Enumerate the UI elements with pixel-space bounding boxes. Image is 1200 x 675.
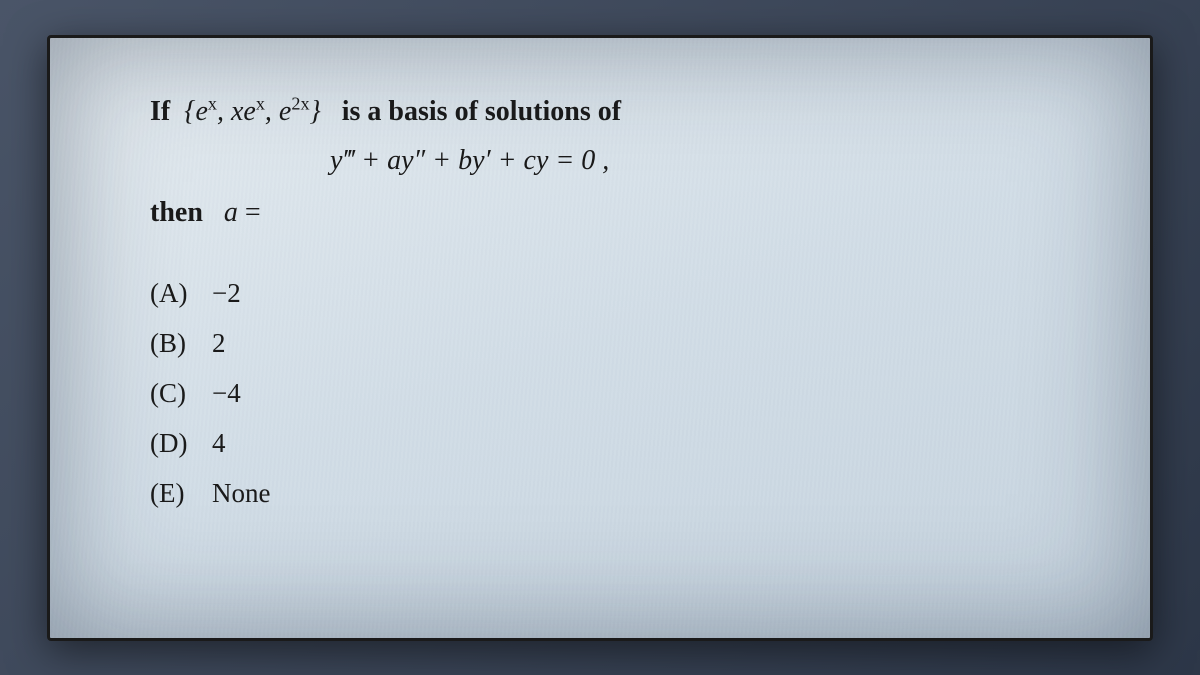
option-value: 2 xyxy=(212,319,226,369)
option-a[interactable]: (A) −2 xyxy=(150,269,1060,319)
option-letter: (A) xyxy=(150,269,198,319)
option-value: None xyxy=(212,469,270,519)
basis-set: {ex, xex, e2x} xyxy=(177,96,328,127)
option-b[interactable]: (B) 2 xyxy=(150,319,1060,369)
option-letter: (E) xyxy=(150,469,198,519)
options-list: (A) −2 (B) 2 (C) −4 (D) 4 (E) None xyxy=(150,269,1060,519)
option-d[interactable]: (D) 4 xyxy=(150,419,1060,469)
option-value: 4 xyxy=(212,419,226,469)
option-value: −2 xyxy=(212,269,241,319)
equation-display: y‴ + ay″ + by′ + cy = 0 , xyxy=(330,145,609,176)
option-value: −4 xyxy=(212,369,241,419)
unknown-symbol: a xyxy=(224,197,238,228)
option-e[interactable]: (E) None xyxy=(150,469,1060,519)
then-line: then a = xyxy=(150,197,1060,229)
then-label: then xyxy=(150,197,203,228)
stem-tail: is a basis of solutions of xyxy=(342,96,621,127)
differential-equation: y‴ + ay″ + by′ + cy = 0 , xyxy=(330,145,1060,177)
option-letter: (B) xyxy=(150,319,198,369)
question-content: If {ex, xex, e2x} is a basis of solution… xyxy=(50,38,1150,559)
option-c[interactable]: (C) −4 xyxy=(150,369,1060,419)
option-letter: (D) xyxy=(150,419,198,469)
equals-sign: = xyxy=(245,197,261,228)
question-card: If {ex, xex, e2x} is a basis of solution… xyxy=(47,35,1153,641)
lead-word: If xyxy=(150,96,170,127)
option-letter: (C) xyxy=(150,369,198,419)
question-stem: If {ex, xex, e2x} is a basis of solution… xyxy=(150,88,1060,136)
